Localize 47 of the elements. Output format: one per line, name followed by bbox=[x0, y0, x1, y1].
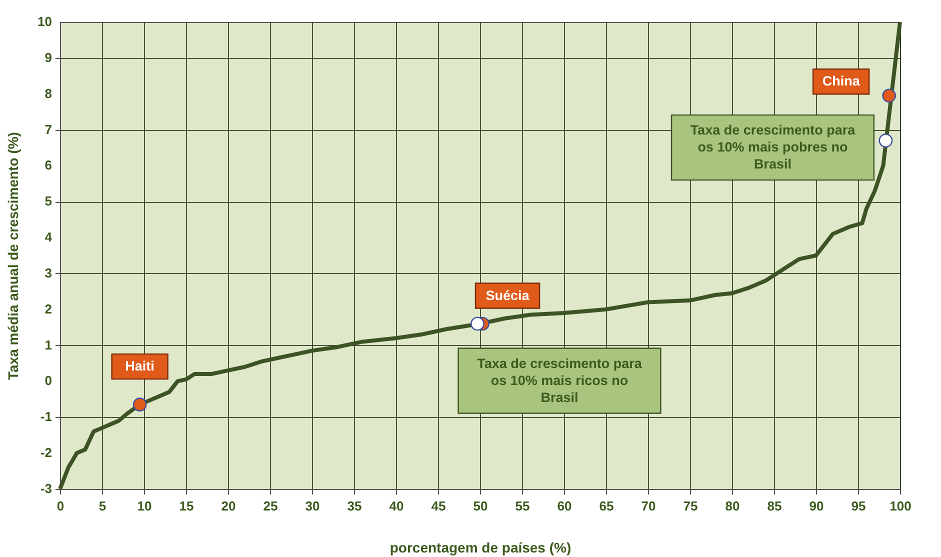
y-tick-label: 9 bbox=[44, 50, 52, 65]
annotation: China bbox=[822, 74, 860, 89]
annotation: Haiti bbox=[125, 358, 154, 374]
x-tick-label: 45 bbox=[431, 498, 446, 514]
x-tick-label: 0 bbox=[56, 498, 64, 514]
x-tick-label: 65 bbox=[599, 498, 614, 514]
x-axis-title: porcentagem de países (%) bbox=[390, 540, 572, 556]
y-tick-label: 0 bbox=[44, 373, 52, 388]
x-tick-label: 40 bbox=[389, 498, 404, 514]
y-tick-label: 1 bbox=[44, 337, 52, 352]
y-tick-label: -3 bbox=[40, 481, 52, 496]
x-tick-label: 30 bbox=[305, 498, 320, 514]
annotation: Taxa de crescimento para os 10% mais ricos no Brasil bbox=[477, 356, 642, 405]
x-tick-label: 15 bbox=[179, 498, 194, 514]
line-series bbox=[58, 20, 902, 491]
x-tick-label: 55 bbox=[515, 498, 530, 514]
x-tick-label: 75 bbox=[683, 498, 698, 514]
y-axis-title: Taxa média anual de crescimento (%) bbox=[5, 132, 21, 380]
y-tick-label: 3 bbox=[44, 265, 52, 280]
x-tick-label: 90 bbox=[809, 498, 824, 514]
y-tick-label: 7 bbox=[44, 122, 52, 137]
x-tick-label: 10 bbox=[137, 498, 152, 514]
x-tick-label: 100 bbox=[890, 498, 912, 514]
x-tick-label: 5 bbox=[98, 498, 106, 514]
x-tick-label: 80 bbox=[725, 498, 740, 514]
y-tick-label: 4 bbox=[44, 230, 53, 245]
x-tick-label: 35 bbox=[347, 498, 362, 514]
y-tick-label: 5 bbox=[44, 194, 52, 209]
x-tick-label: 95 bbox=[851, 498, 866, 514]
y-tick-label: 6 bbox=[44, 158, 52, 173]
x-tick-label: 20 bbox=[221, 498, 236, 514]
point bbox=[132, 398, 147, 412]
annotation: Taxa de crescimento para os 10% mais pobres no Brasil bbox=[690, 122, 856, 172]
annotation: Suécia bbox=[486, 288, 530, 303]
point bbox=[878, 134, 893, 148]
y-tick-label: 2 bbox=[44, 301, 52, 316]
x-tick-label: 70 bbox=[641, 498, 656, 514]
y-tick-label: 8 bbox=[44, 86, 52, 101]
point bbox=[470, 316, 484, 331]
y-tick-label: -2 bbox=[40, 445, 52, 460]
x-tick-label: 50 bbox=[473, 498, 488, 514]
x-tick-label: 25 bbox=[263, 498, 278, 514]
x-tick-label: 85 bbox=[767, 498, 782, 514]
point bbox=[882, 88, 896, 103]
y-tick-label: -1 bbox=[40, 409, 52, 424]
y-tick-label: 10 bbox=[38, 14, 52, 29]
x-tick-label: 60 bbox=[557, 498, 572, 514]
